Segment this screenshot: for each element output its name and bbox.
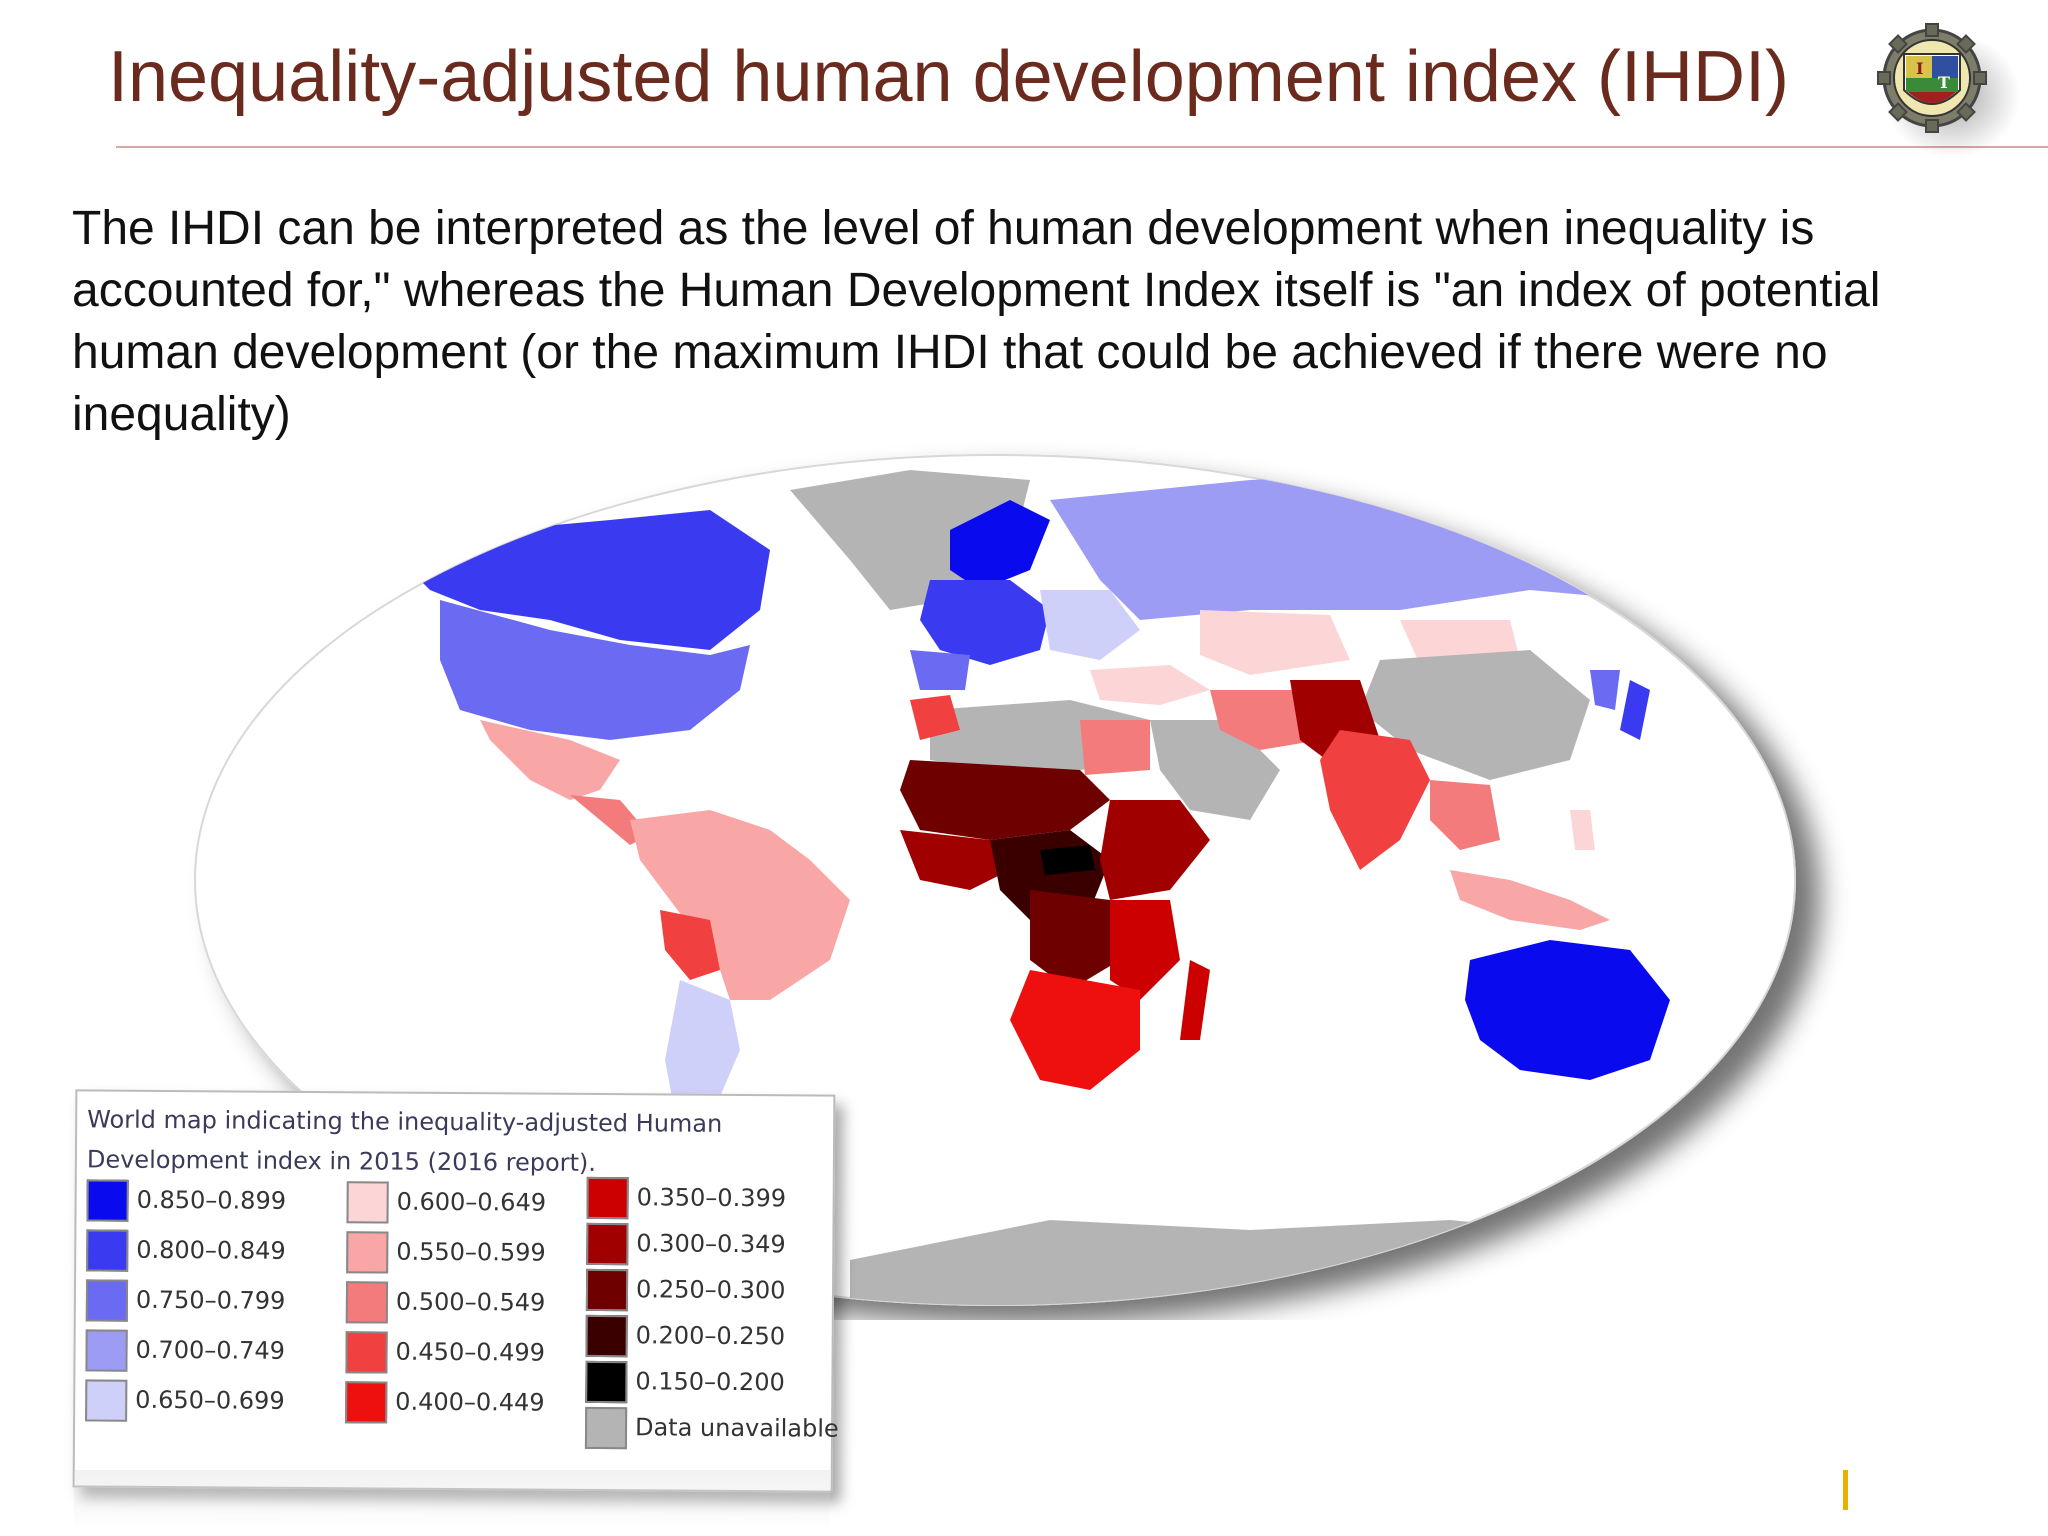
region-kazakhstan <box>1200 610 1350 675</box>
institution-logo: I T <box>1860 10 2020 160</box>
svg-text:I: I <box>1916 59 1923 78</box>
legend-label: 0.150–0.200 <box>635 1367 785 1397</box>
legend-swatch <box>345 1281 389 1324</box>
region-korea-east-asia <box>1590 670 1620 710</box>
legend-column-low: 0.350–0.399 0.300–0.349 0.250–0.300 0.20… <box>584 1176 839 1453</box>
slide-title: Inequality-adjusted human development in… <box>108 37 1789 117</box>
region-turkey-caucasus <box>1090 665 1210 705</box>
region-southern-africa <box>1010 970 1140 1090</box>
legend-label: 0.350–0.399 <box>636 1183 787 1213</box>
legend-label: 0.700–0.749 <box>135 1335 286 1365</box>
region-arabia <box>1150 720 1280 820</box>
legend-label: 0.600–0.649 <box>396 1187 547 1217</box>
legend-swatch <box>345 1381 388 1424</box>
body-paragraph: The IHDI can be interpreted as the level… <box>72 202 1881 441</box>
region-mexico <box>480 720 620 800</box>
legend-label: 0.850–0.899 <box>136 1185 287 1215</box>
legend-label: 0.550–0.599 <box>396 1237 546 1267</box>
svg-text:T: T <box>1938 73 1950 92</box>
legend-swatch <box>345 1331 388 1374</box>
legend-swatch <box>586 1176 629 1220</box>
region-bolivia <box>660 910 720 980</box>
legend-swatch <box>584 1406 628 1450</box>
legend-reflection <box>74 1470 830 1530</box>
region-morocco <box>910 695 960 740</box>
region-east-africa <box>1100 800 1210 900</box>
region-southeast-asia <box>1430 780 1500 850</box>
region-sahel <box>900 760 1110 840</box>
legend-label: 0.800–0.849 <box>136 1235 286 1265</box>
region-scandinavia <box>950 500 1050 590</box>
legend-swatch <box>85 1379 128 1422</box>
region-western-europe <box>920 580 1050 665</box>
region-iberia <box>910 650 970 690</box>
legend-swatch <box>585 1268 629 1312</box>
legend-swatch <box>86 1229 129 1272</box>
region-iran <box>1210 690 1320 750</box>
legend-label: 0.400–0.449 <box>395 1387 545 1417</box>
legend-swatch <box>86 1179 129 1222</box>
region-madagascar <box>1180 960 1210 1040</box>
legend-swatch <box>585 1314 628 1358</box>
legend-swatch <box>586 1222 629 1266</box>
region-new-zealand <box>1735 1060 1755 1100</box>
legend-label: 0.250–0.300 <box>635 1275 786 1305</box>
slide-marker <box>1843 1470 1848 1510</box>
legend-swatch <box>85 1279 129 1322</box>
region-west-africa <box>900 830 1010 890</box>
legend-swatch <box>346 1231 389 1274</box>
region-car <box>1040 845 1095 875</box>
map-legend: World map indicating the inequality-adju… <box>72 1089 839 1493</box>
region-india <box>1320 730 1430 870</box>
region-philippines <box>1570 810 1595 850</box>
legend-label: Data unavailable <box>634 1413 839 1443</box>
title-divider <box>116 146 2048 148</box>
region-japan <box>1620 680 1650 740</box>
region-southeast-africa <box>1110 900 1180 1000</box>
region-china <box>1360 650 1590 780</box>
region-eastern-europe <box>1040 590 1140 660</box>
crest-shield-icon: I T <box>1903 53 1961 105</box>
legend-label: 0.200–0.250 <box>635 1321 786 1351</box>
region-egypt <box>1080 720 1150 775</box>
region-brazil <box>710 860 850 1000</box>
legend-label: 0.500–0.549 <box>395 1287 546 1317</box>
legend-label: 0.450–0.499 <box>395 1337 546 1367</box>
region-usa <box>440 600 750 740</box>
region-central-america <box>570 795 650 845</box>
legend-caption: World map indicating the inequality-adju… <box>86 1105 723 1177</box>
legend-label: 0.300–0.349 <box>636 1229 786 1259</box>
region-indonesia <box>1450 870 1610 930</box>
legend-label: 0.650–0.699 <box>135 1385 285 1415</box>
legend-column-high: 0.850–0.899 0.800–0.849 0.750–0.799 0.70… <box>85 1179 286 1429</box>
region-australia <box>1465 940 1670 1080</box>
legend-swatch <box>346 1181 389 1224</box>
legend-swatch <box>585 1360 628 1404</box>
legend-swatch <box>85 1329 128 1372</box>
legend-column-mid: 0.600–0.649 0.550–0.599 0.500–0.549 0.45… <box>345 1181 546 1431</box>
region-drc <box>1030 890 1120 990</box>
legend-label: 0.750–0.799 <box>135 1285 286 1315</box>
